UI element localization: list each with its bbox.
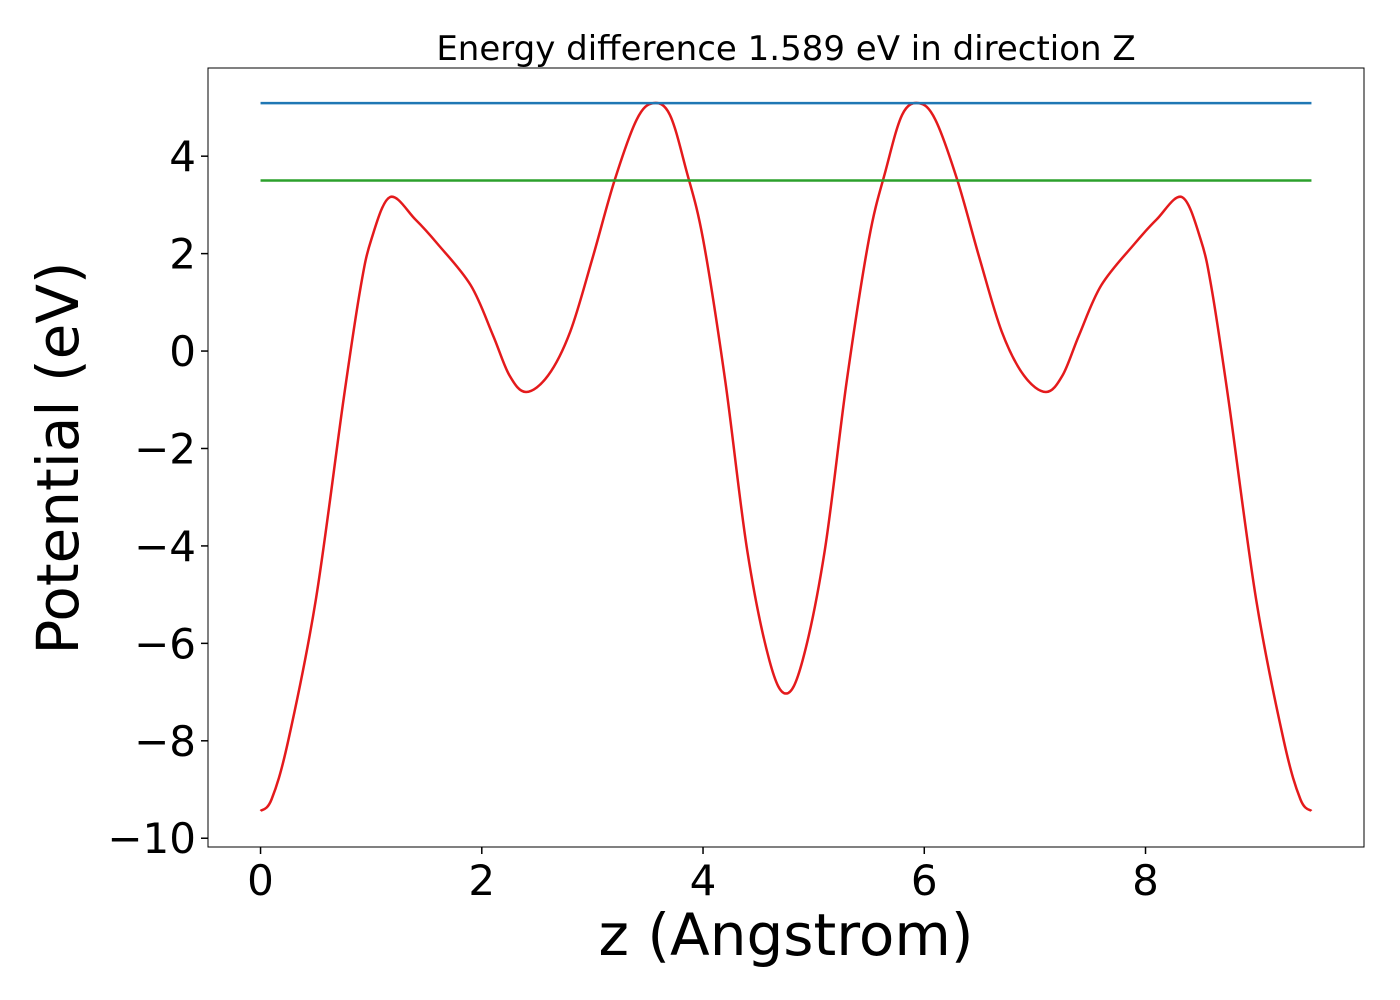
y-tick-label: 0	[169, 327, 196, 376]
y-tick-label: −6	[134, 619, 196, 668]
x-tick-label: 6	[911, 856, 938, 905]
x-tick-label: 0	[247, 856, 274, 905]
chart-title: Energy difference 1.589 eV in direction …	[436, 29, 1135, 69]
x-tick-label: 8	[1132, 856, 1159, 905]
x-axis-label: z (Angstrom)	[599, 901, 974, 969]
line-series	[259, 101, 1313, 812]
y-tick-label: −10	[107, 814, 196, 863]
y-axis-label: Potential (eV)	[24, 261, 92, 654]
x-tick-label: 2	[468, 856, 495, 905]
y-tick-label: −2	[134, 424, 196, 473]
y-tick-label: −4	[134, 522, 196, 571]
y-tick-label: 2	[169, 230, 196, 279]
plot-frame	[207, 67, 1365, 848]
x-tick-label: 4	[690, 856, 717, 905]
y-tick-label: −8	[134, 717, 196, 766]
y-tick-label: 4	[169, 132, 196, 181]
